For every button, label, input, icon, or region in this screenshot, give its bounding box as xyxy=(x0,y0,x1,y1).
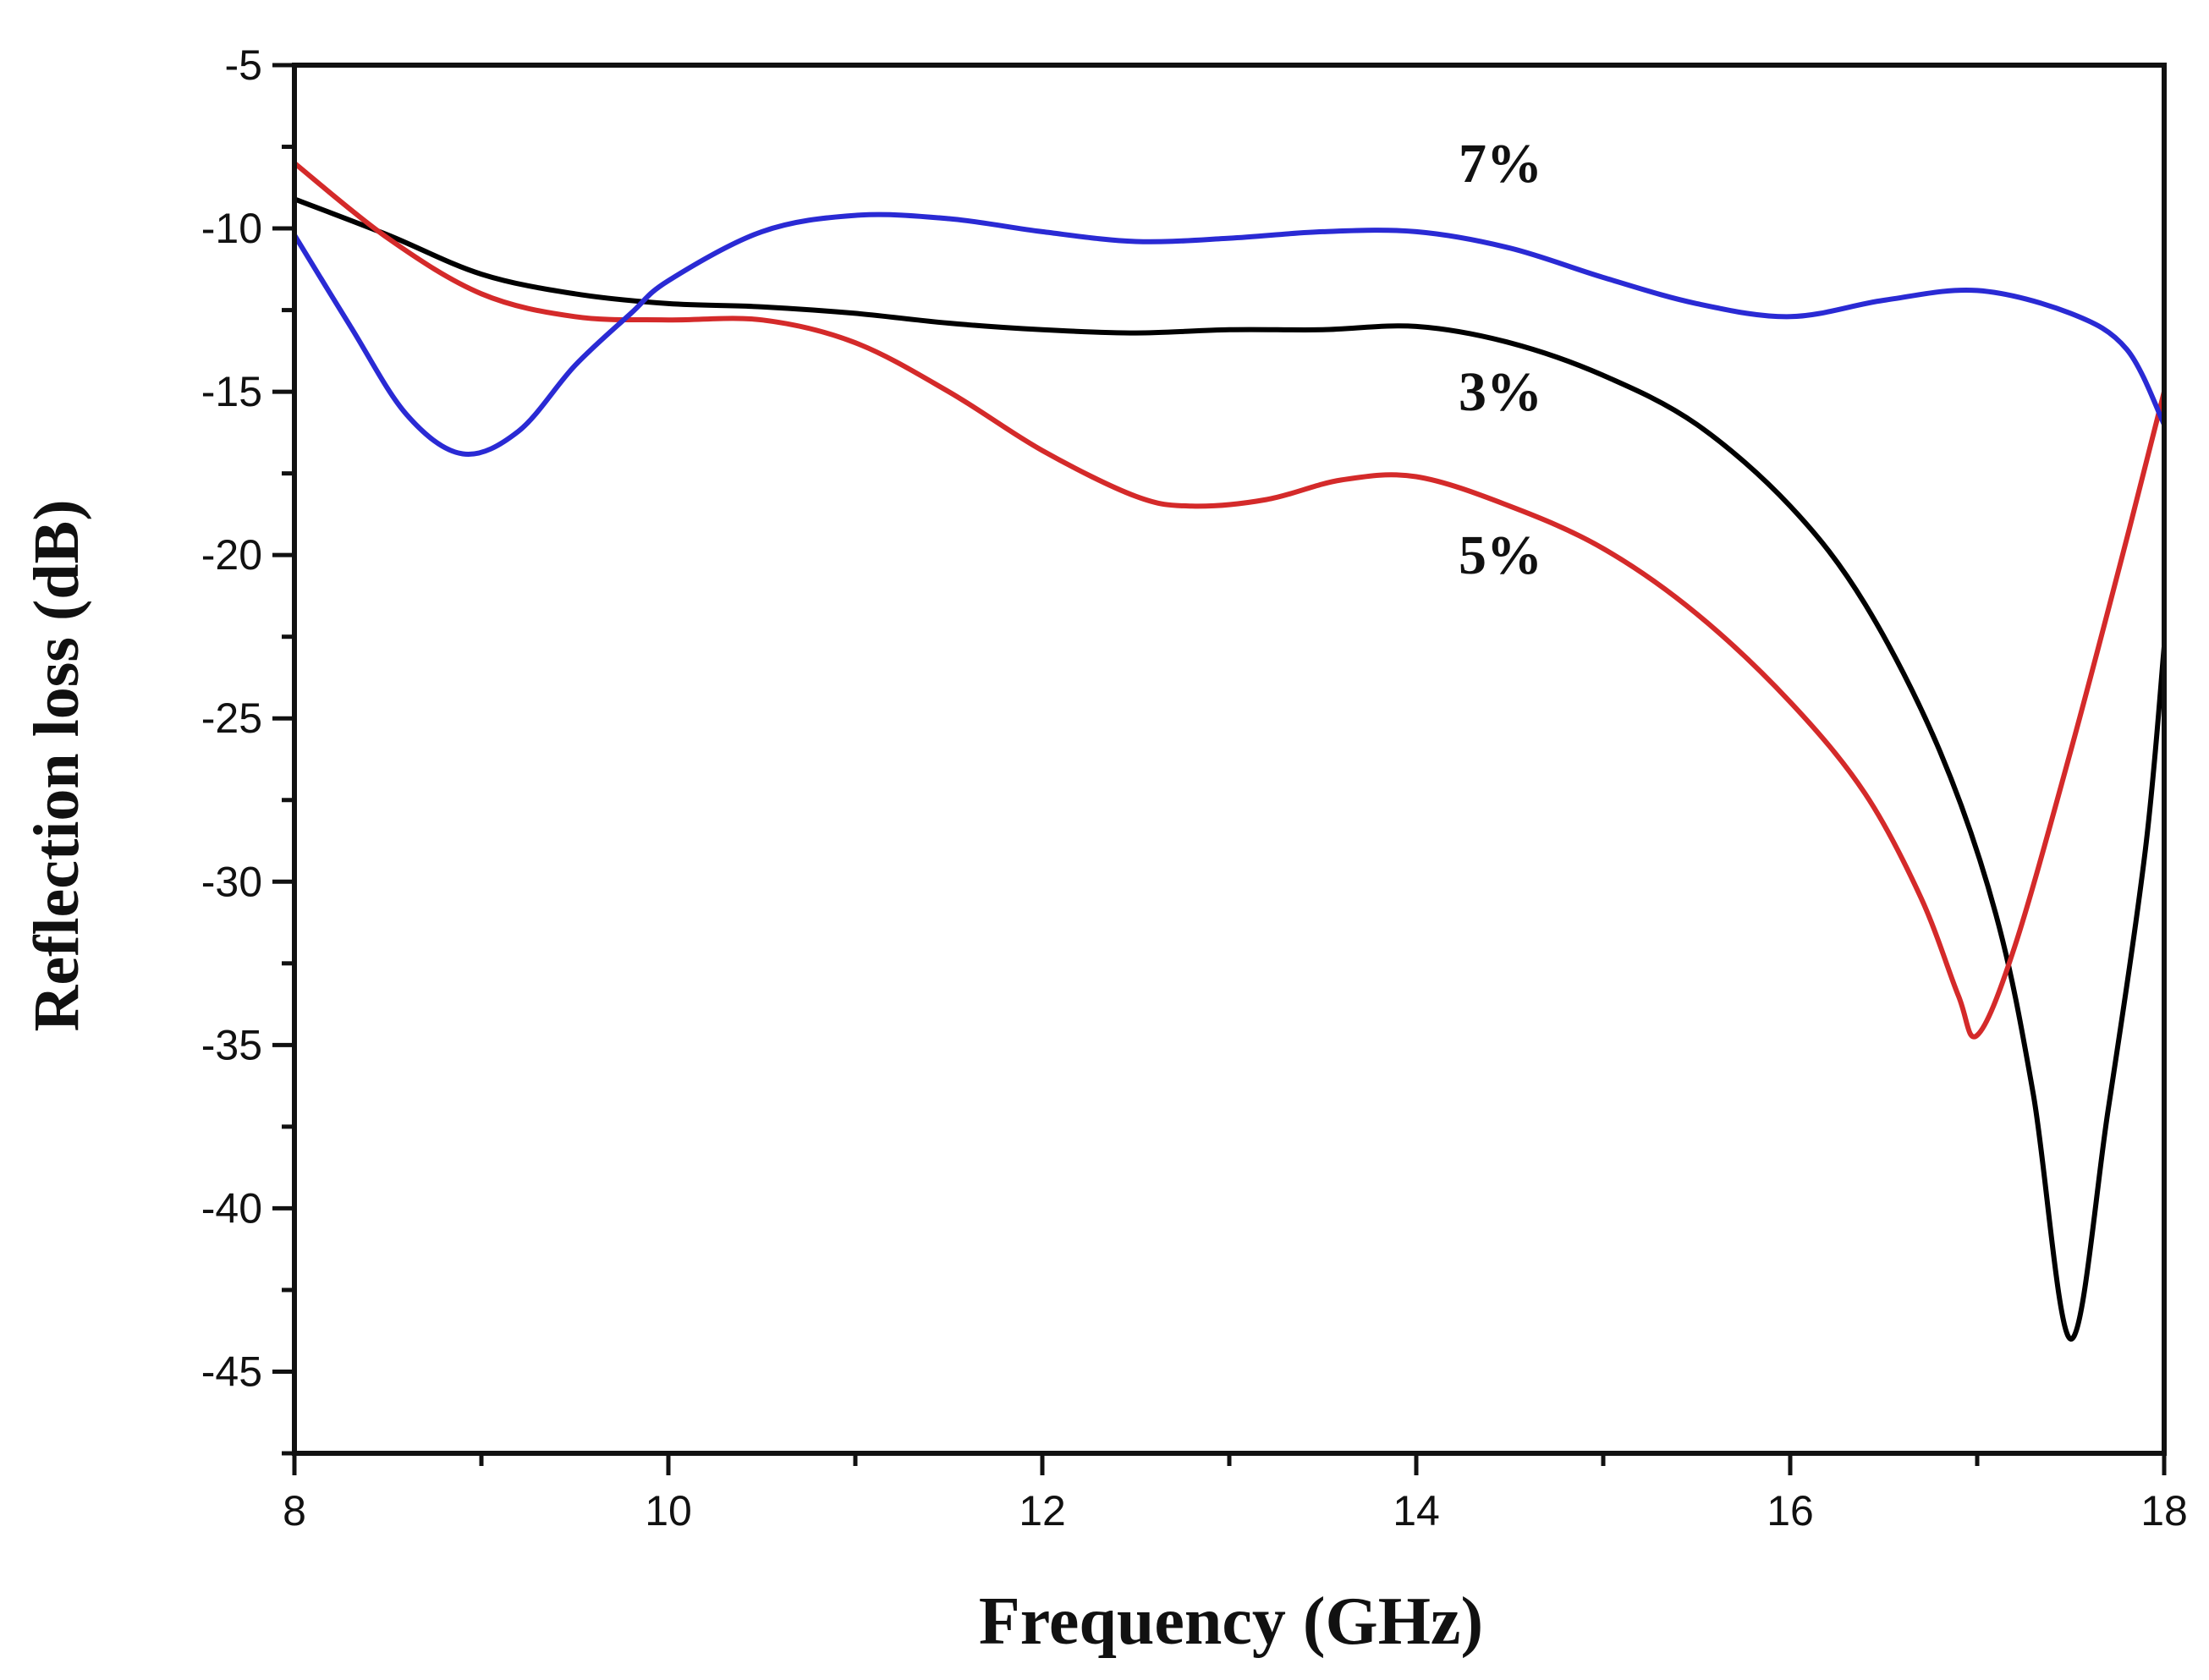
axis-ticks: 8 10 12 14 16 18 -5 -10 -15 -20 -25 -30 -35 -40 -45 xyxy=(201,41,2188,1535)
x-tick-label: 10 xyxy=(645,1487,692,1535)
y-tick-label: -25 xyxy=(201,695,262,742)
x-tick-label: 16 xyxy=(1767,1487,1814,1535)
x-tick-label: 14 xyxy=(1393,1487,1440,1535)
y-tick-label: -5 xyxy=(225,41,262,89)
y-tick-label: -35 xyxy=(201,1021,262,1068)
y-tick-label: -10 xyxy=(201,205,262,252)
y-tick-label: -30 xyxy=(201,858,262,905)
series-7-percent-line xyxy=(292,211,2167,457)
y-tick-label: -45 xyxy=(201,1348,262,1395)
x-tick-label: 8 xyxy=(283,1487,306,1535)
data-series xyxy=(292,160,2167,1342)
y-tick-label: -15 xyxy=(201,368,262,415)
x-tick-label: 12 xyxy=(1019,1487,1066,1535)
series-3-percent-line xyxy=(292,196,2167,1342)
x-axis-title: Frequency (GHz) xyxy=(979,1584,1483,1659)
series-label-7-percent: 7% xyxy=(1459,133,1542,195)
plot-frame xyxy=(292,63,2167,1456)
series-label-3-percent: 3% xyxy=(1459,361,1542,423)
x-tick-label: 18 xyxy=(2140,1487,2188,1535)
y-tick-label: -40 xyxy=(201,1184,262,1232)
y-axis-title: Reflection loss (dB) xyxy=(21,499,92,1031)
series-label-5-percent: 5% xyxy=(1459,524,1542,586)
y-tick-label: -20 xyxy=(201,531,262,579)
series-labels: 7% 3% 5% xyxy=(1459,133,1542,586)
series-5-percent-line xyxy=(292,160,2167,1040)
